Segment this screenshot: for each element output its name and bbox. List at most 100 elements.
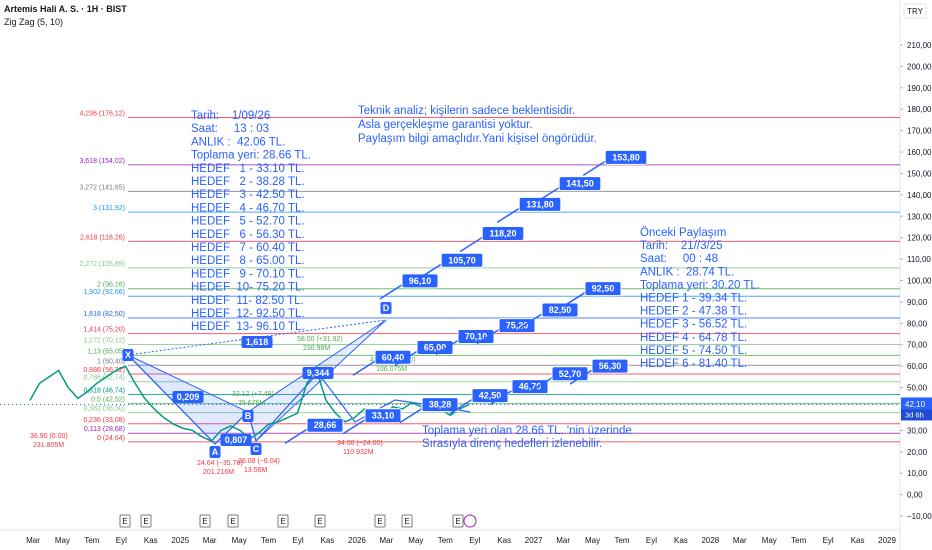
annotation: 201.216M <box>203 469 234 476</box>
time-label: 2025 <box>171 536 189 545</box>
fib-label: 2 (96,16) <box>97 282 125 289</box>
countdown: 3d 6h <box>905 410 924 419</box>
fib-label: 1,902 (92,66) <box>83 289 125 296</box>
note-previous: HEDEF 1 - 39.34 TL. <box>640 293 747 305</box>
wave-label-box <box>172 391 204 403</box>
event-marker[interactable] <box>140 514 152 528</box>
time-label: Eyl <box>823 536 834 545</box>
fib-label: 0,618 (46,74) <box>83 388 125 395</box>
fib-label: 1,414 (75,20) <box>83 327 125 334</box>
event-marker[interactable] <box>401 514 413 528</box>
event-label[interactable]: E <box>122 517 127 526</box>
event-marker[interactable] <box>374 514 386 528</box>
target-arrow <box>562 291 586 308</box>
event-label[interactable]: E <box>143 517 148 526</box>
price-tick-label: 120,00 <box>907 234 932 243</box>
note-previous: HEDEF 5 - 74.50 TL. <box>640 345 747 357</box>
target-box <box>364 408 402 424</box>
target-label: 82,50 <box>549 305 572 315</box>
event-marker[interactable] <box>199 514 211 528</box>
annotation: 26.08 (−6.04) <box>238 458 280 465</box>
currency[interactable]: TRY <box>907 7 924 16</box>
price-tick-label: 150,00 <box>907 169 932 178</box>
event-label[interactable]: E <box>230 517 235 526</box>
wave-label-box <box>380 302 392 314</box>
target-box <box>440 252 484 268</box>
note-current: HEDEF 4 - 46.70 TL. <box>191 202 305 214</box>
target-label: 118,20 <box>489 229 516 239</box>
note-previous: HEDEF 3 - 56.52 TL. <box>640 319 747 331</box>
time-label: Mar <box>380 536 394 545</box>
target-arrow <box>284 428 308 444</box>
annotation: 106.075M <box>376 366 407 373</box>
annotation: 231.805M <box>33 442 64 449</box>
wave-label-box <box>250 443 262 455</box>
event-label[interactable]: E <box>377 517 382 526</box>
annotation: 34.00 (−24.00) <box>337 440 383 447</box>
note-bottom: Sırasıyla direnç hedefleri izlenebilir. <box>422 438 602 450</box>
current-price: 42,10 <box>905 400 926 409</box>
target-box <box>518 196 562 212</box>
time-label: Mar <box>733 536 747 545</box>
note-previous: Önceki Paylaşım <box>640 227 726 239</box>
target-arrow <box>489 389 513 406</box>
time-label: Mar <box>203 536 217 545</box>
fib-label: 3,618 (154,02) <box>79 158 125 165</box>
event-marker[interactable] <box>119 514 131 528</box>
target-label: 46,70 <box>519 382 542 392</box>
dividend-marker[interactable] <box>463 514 477 528</box>
price-tick-label: 50,00 <box>907 384 928 393</box>
target-box <box>416 339 454 355</box>
price-tick-label: 200,00 <box>907 62 932 71</box>
time-label: Eyl <box>646 536 657 545</box>
event-label[interactable]: E <box>404 517 409 526</box>
note-current: Tarih: 1/09/26 <box>191 110 270 122</box>
time-label: Kas <box>321 536 335 545</box>
fib-label: 1 (60,40) <box>97 358 125 365</box>
indicator-name: Zig Zag (5, 10) <box>4 17 63 27</box>
target-arrow <box>379 284 403 300</box>
time-label: Kas <box>851 536 865 545</box>
target-label: 141,50 <box>566 179 594 189</box>
wave-label-box <box>302 367 334 379</box>
event-marker[interactable] <box>452 514 464 528</box>
fib-label: 4,236 (176,12) <box>79 111 125 118</box>
target-box <box>558 176 602 192</box>
note-current: HEDEF 13- 96.10 TL. <box>191 321 305 333</box>
event-marker[interactable] <box>314 514 326 528</box>
price-tick-label: 90,00 <box>907 298 928 307</box>
event-label[interactable]: E <box>280 517 285 526</box>
note-current: Toplama yeri: 28.66 TL. <box>191 150 311 162</box>
note-previous: Toplama yeri: 30.20 TL. <box>640 279 760 291</box>
price-tick-label: 170,00 <box>907 127 932 136</box>
wave-label: 9,344 <box>307 368 330 378</box>
currency-box[interactable] <box>903 3 927 19</box>
note-previous: HEDEF 6 - 81.40 TL. <box>640 358 747 370</box>
target-label: 65,00 <box>424 342 447 352</box>
annotation: 24.64 (−35.76) <box>197 460 243 467</box>
event-marker[interactable] <box>227 514 239 528</box>
event-label[interactable]: E <box>202 517 207 526</box>
symbol-title: Artemis Hali A. S. · 1H · BIST <box>4 4 127 14</box>
wave-label-box <box>242 410 254 422</box>
time-label: May <box>408 536 423 545</box>
event-label[interactable]: E <box>455 517 460 526</box>
wave-label-box <box>209 446 221 458</box>
annotation: 58.00 (+31.92) <box>297 336 343 343</box>
countdown-box <box>901 409 932 421</box>
fib-label: 0,5 (42,52) <box>91 397 125 404</box>
time-label: 2027 <box>525 536 543 545</box>
price-tick-label: 100,00 <box>907 277 932 286</box>
event-marker[interactable] <box>277 514 289 528</box>
event-label[interactable]: E <box>317 517 322 526</box>
target-arrow <box>536 187 560 203</box>
fib-label: 3,272 (141,65) <box>79 184 125 191</box>
target-arrow <box>394 350 418 367</box>
price-tick-label: 160,00 <box>907 148 932 157</box>
fib-label: 3 (131,92) <box>93 205 125 212</box>
fib-label: 0,382 (38,30) <box>83 406 125 413</box>
price-tick-label: 10,00 <box>907 469 928 478</box>
wave-label: 0,807 <box>225 435 248 445</box>
price-tick-label: 30,00 <box>907 426 928 435</box>
